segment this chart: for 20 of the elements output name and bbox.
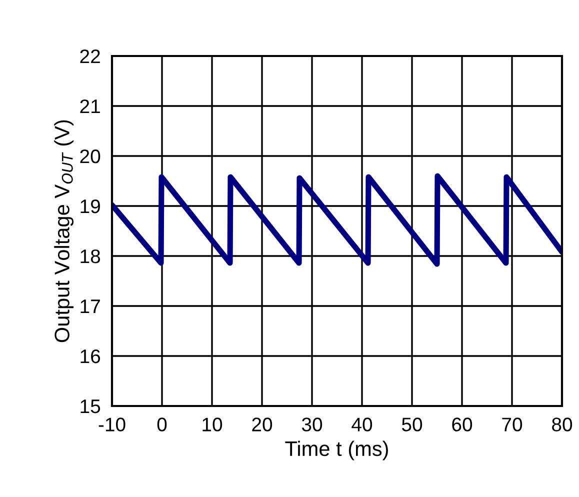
x-tick-label: 80 [552, 418, 572, 432]
y-tick-label: 19 [80, 199, 100, 214]
x-tick-label: 10 [202, 418, 222, 432]
x-tick-label: -10 [98, 418, 126, 432]
y-tick-label: 17 [80, 300, 100, 314]
x-tick-label: 0 [157, 418, 167, 432]
y-tick-label: 20 [80, 149, 100, 164]
y-axis-title: Output Voltage V$_{OUT}$ (V) [54, 120, 74, 342]
x-tick-label: 60 [452, 418, 472, 432]
y-tick-label: 18 [80, 249, 100, 264]
y-tick-label: 21 [80, 99, 100, 114]
y-tick-label: 22 [80, 49, 100, 64]
x-tick-label: 40 [352, 418, 372, 432]
x-axis-title: Time t (ms) [285, 440, 388, 460]
y-tick-label: 16 [80, 349, 100, 364]
x-tick-label: 70 [502, 418, 522, 432]
x-tick-label: 20 [252, 418, 272, 432]
y-tick-label: 15 [80, 400, 100, 414]
x-tick-label: 50 [402, 418, 422, 432]
x-tick-label: 30 [302, 418, 322, 432]
